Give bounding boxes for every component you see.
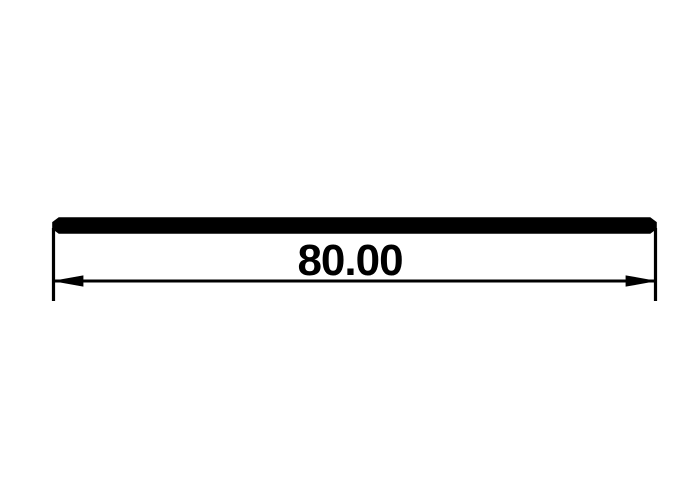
dimension-value-label: 80.00: [297, 236, 403, 285]
dimension-arrowhead-left-icon: [53, 275, 84, 287]
flat-bar-part: [52, 217, 657, 234]
dimension-arrowhead-right-icon: [625, 275, 656, 287]
